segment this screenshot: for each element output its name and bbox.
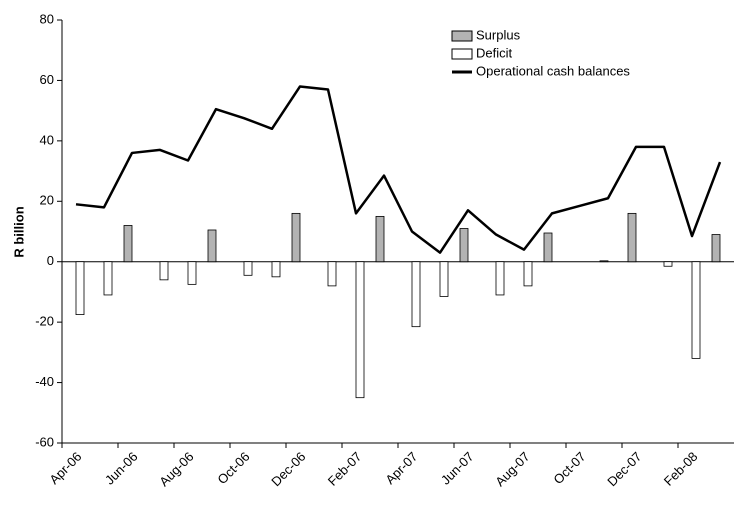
x-tick-label: Feb-08: [661, 449, 701, 489]
legend-swatch: [451, 30, 473, 42]
bar: [495, 261, 505, 296]
y-tick-label: 60: [40, 72, 54, 87]
bar: [599, 260, 609, 263]
bar: [75, 261, 85, 315]
x-tick-label: Aug-07: [492, 449, 532, 489]
x-tick-label: Jun-07: [438, 449, 477, 488]
y-axis-label: R billion: [11, 206, 26, 257]
bar: [207, 229, 217, 263]
y-tick-label: 20: [40, 193, 54, 208]
bar: [543, 232, 553, 263]
x-tick-label: Jun-06: [102, 449, 141, 488]
bar: [523, 261, 533, 287]
y-tick-label: -60: [35, 434, 54, 449]
bar: [663, 261, 673, 267]
x-tick-label: Apr-06: [46, 449, 84, 487]
line: [75, 85, 722, 254]
x-tick-label: Feb-07: [325, 449, 365, 489]
bar: [159, 261, 169, 281]
bar: [355, 261, 365, 399]
legend-label: Surplus: [476, 27, 521, 42]
legend: Surplus Deficit Operational cash balance…: [451, 27, 630, 78]
legend-label: Operational cash balances: [476, 63, 630, 78]
x-tick-label: Dec-07: [604, 449, 644, 489]
x-tick-label: Aug-06: [156, 449, 196, 489]
legend-label: Deficit: [476, 45, 513, 60]
y-tick-label: -20: [35, 314, 54, 329]
bar: [123, 225, 133, 263]
bar: [291, 212, 301, 263]
bar: [187, 261, 197, 285]
bar: [411, 261, 421, 328]
bar: [711, 234, 721, 263]
legend-swatch: [451, 48, 473, 60]
bar: [691, 261, 701, 359]
bar: [103, 261, 113, 296]
bar: [459, 228, 469, 263]
x-tick-label: Oct-06: [214, 449, 252, 487]
bar: [439, 261, 449, 297]
bar: [627, 212, 637, 263]
y-tick-label: 0: [47, 253, 54, 268]
bar: [271, 261, 281, 278]
bar: [243, 261, 253, 276]
bar: [375, 215, 385, 263]
y-tick-label: -40: [35, 374, 54, 389]
x-tick-label: Dec-06: [268, 449, 308, 489]
y-tick-label: 40: [40, 132, 54, 147]
x-tick-label: Apr-07: [382, 449, 420, 487]
y-tick-label: 80: [40, 11, 54, 26]
bar: [327, 261, 337, 287]
x-tick-label: Oct-07: [550, 449, 588, 487]
